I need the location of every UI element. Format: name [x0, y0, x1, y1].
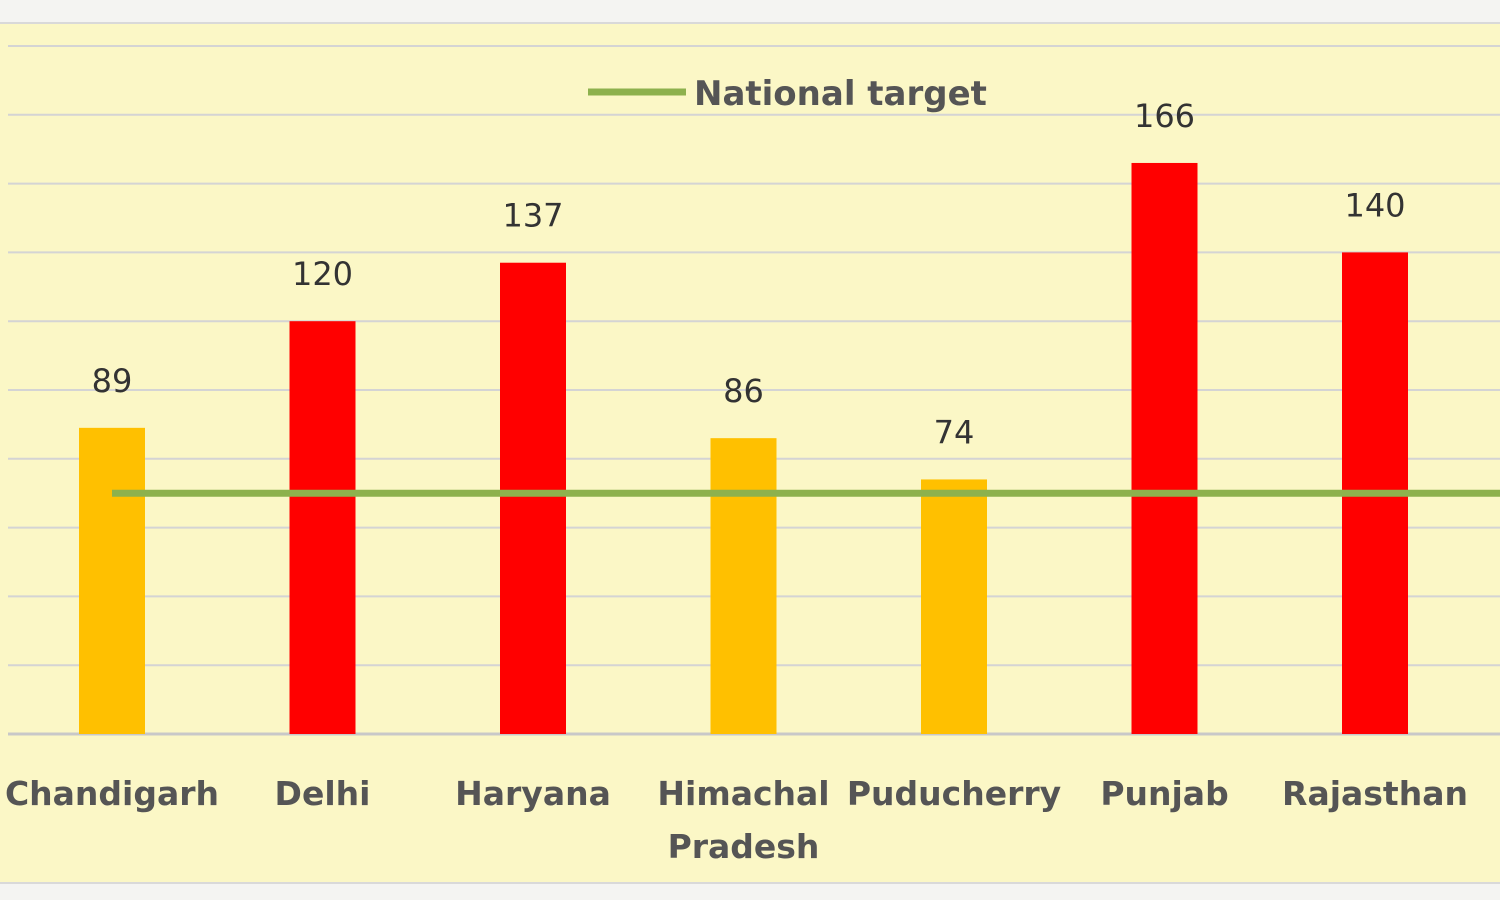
data-label-chandigarh: 89	[92, 362, 133, 400]
legend: National target	[588, 74, 987, 114]
tick-label-chandigarh: Chandigarh	[5, 774, 219, 813]
bar-haryana	[500, 262, 566, 734]
category-tick-labels: Chandigarh Delhi Haryana Himachal Pradesh Pud…	[5, 774, 1468, 866]
bar-chart: 89 120 137 86 74 166 140 Chandigarh Delhi Haryan…	[5, 45, 1500, 866]
tick-label-himachal-pradesh: Himachal Pradesh	[657, 774, 829, 866]
bars	[79, 162, 1408, 734]
bar-puducherry	[921, 479, 987, 734]
tick-label-haryana: Haryana	[455, 774, 611, 813]
tick-label-puducherry: Puducherry	[847, 774, 1061, 813]
bar-delhi	[289, 321, 356, 734]
data-label-delhi: 120	[292, 255, 353, 293]
bar-himachal-pradesh	[710, 438, 777, 734]
chart-frame: 89 120 137 86 74 166 140 Chandigarh Delhi Haryan…	[0, 22, 1500, 884]
data-label-puducherry: 74	[934, 413, 975, 451]
data-labels: 89 120 137 86 74 166 140	[92, 97, 1406, 451]
data-label-himachal-pradesh: 86	[723, 372, 764, 410]
tick-label-delhi: Delhi	[275, 774, 371, 813]
data-label-haryana: 137	[502, 197, 563, 235]
bar-chandigarh	[79, 427, 145, 734]
tick-label-rajasthan: Rajasthan	[1282, 774, 1468, 813]
bar-punjab	[1131, 162, 1198, 734]
legend-label-national-target: National target	[694, 74, 987, 114]
tick-label-punjab: Punjab	[1100, 774, 1228, 813]
data-label-punjab: 166	[1134, 97, 1195, 135]
data-label-rajasthan: 140	[1344, 186, 1405, 224]
